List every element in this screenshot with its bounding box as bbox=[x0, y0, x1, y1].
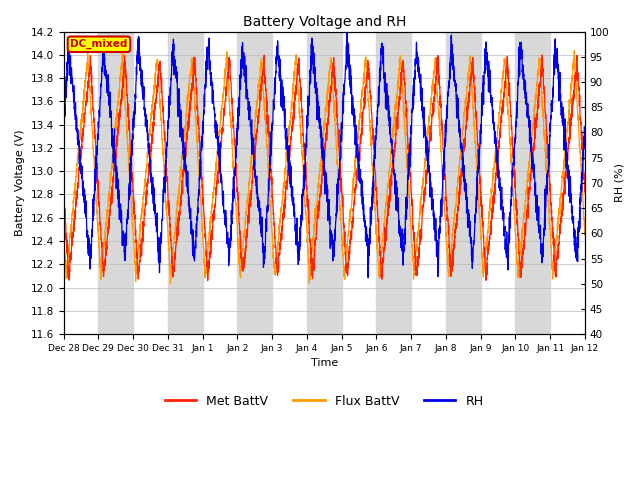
Legend: Met BattV, Flux BattV, RH: Met BattV, Flux BattV, RH bbox=[160, 390, 488, 413]
Text: DC_mixed: DC_mixed bbox=[70, 39, 128, 49]
Y-axis label: RH (%): RH (%) bbox=[615, 163, 625, 203]
Bar bbox=[515, 32, 550, 334]
Title: Battery Voltage and RH: Battery Voltage and RH bbox=[243, 15, 406, 29]
X-axis label: Time: Time bbox=[310, 359, 338, 369]
Bar bbox=[237, 32, 272, 334]
Bar bbox=[307, 32, 342, 334]
Bar bbox=[376, 32, 411, 334]
Bar bbox=[99, 32, 133, 334]
Bar bbox=[168, 32, 203, 334]
Y-axis label: Battery Voltage (V): Battery Voltage (V) bbox=[15, 130, 25, 236]
Bar bbox=[446, 32, 481, 334]
